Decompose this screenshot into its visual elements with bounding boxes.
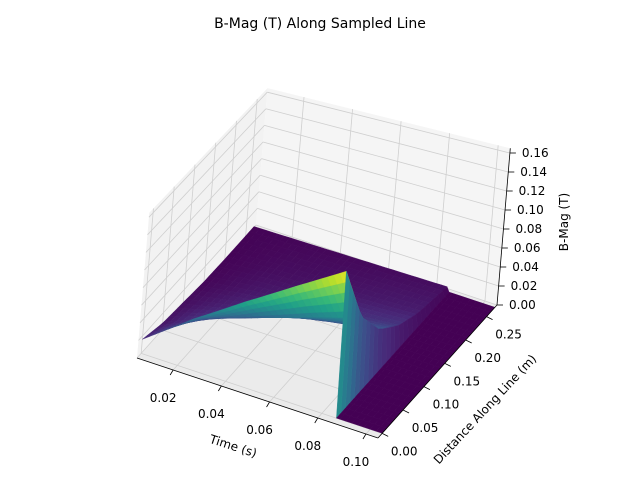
- grid-line-distance: [182, 164, 196, 307]
- grid-line-time: [436, 133, 451, 286]
- distance-tick-label: 0.25: [495, 328, 522, 342]
- bmag-tick-label: 0.08: [515, 222, 542, 236]
- distance-tick: [381, 432, 389, 437]
- grid-line-bmag: [258, 191, 501, 268]
- surface-patch: [390, 326, 396, 359]
- time-tick-label: 0.04: [198, 407, 225, 421]
- grid-line-bmag: [147, 108, 267, 236]
- back-pane: [256, 88, 511, 305]
- time-tick: [169, 369, 174, 376]
- grid-line-bmag: [260, 174, 502, 249]
- time-tick-label: 0.08: [294, 439, 321, 453]
- grid-line-bmag: [257, 208, 499, 287]
- grid-line-time: [291, 97, 305, 238]
- time-tick: [314, 417, 319, 424]
- grid-line-bmag: [148, 91, 268, 218]
- bmag-tick-label: 0.14: [520, 165, 547, 179]
- distance-tick: [423, 386, 431, 391]
- grid-line-time: [484, 145, 499, 302]
- time-tick-label: 0.10: [343, 455, 370, 469]
- grid-line-distance: [161, 186, 175, 331]
- grid-line-bmag: [139, 191, 260, 324]
- time-axis-line: [136, 357, 379, 439]
- grid-line-distance: [203, 142, 217, 284]
- bmag-tick-label: 0.02: [511, 279, 538, 293]
- grid-line-distance: [224, 120, 237, 261]
- grid-line-bmag: [265, 108, 509, 173]
- time-tick-label: 0.02: [150, 391, 177, 405]
- grid-line-distance: [140, 208, 154, 354]
- grid-line-time: [339, 109, 353, 254]
- grid-line-bmag: [142, 158, 262, 288]
- bmag-axis-line: [496, 148, 511, 306]
- time-tick: [266, 401, 270, 408]
- bmag-tick-label: 0.10: [517, 203, 544, 217]
- time-tick: [218, 385, 222, 392]
- distance-tick: [486, 316, 493, 321]
- distance-tick: [402, 409, 410, 414]
- tick-labels: 0.02 0.04 0.06 0.08 0.10 0.00 0.05 0.10 0.15 0.20…: [150, 146, 549, 469]
- z-axis-label: B-Mag (T): [557, 193, 571, 251]
- grid-line-bmag: [267, 91, 510, 154]
- distance-tick-label: 0.20: [474, 351, 501, 365]
- bmag-tick-label: 0.06: [514, 241, 541, 255]
- distance-tick-label: 0.15: [453, 374, 480, 388]
- grid-line-time: [388, 121, 402, 270]
- distance-tick-label: 0.10: [433, 398, 460, 412]
- bmag-tick-label: 0.00: [509, 298, 536, 312]
- time-tick: [362, 433, 367, 440]
- time-tick-label: 0.06: [246, 423, 273, 437]
- grid-line-distance: [245, 98, 258, 237]
- grid-line-bmag: [138, 208, 258, 341]
- grid-line-bmag: [141, 174, 261, 306]
- grid-line-bmag: [144, 141, 264, 271]
- grid-line-bmag: [145, 125, 265, 253]
- chart-title: B-Mag (T) Along Sampled Line: [214, 16, 426, 32]
- distance-tick: [444, 362, 451, 367]
- distance-tick-label: 0.05: [412, 421, 439, 435]
- distance-axis-line: [377, 304, 498, 439]
- surface-patch: [385, 326, 391, 364]
- axis-lines: [136, 148, 516, 440]
- grid-line-bmag: [261, 158, 504, 230]
- grid-line-bmag: [262, 141, 506, 211]
- bmag-tick-label: 0.12: [519, 184, 546, 198]
- bmag-tick-label: 0.16: [522, 146, 549, 160]
- bmag-tick-label: 0.04: [512, 260, 539, 274]
- distance-tick: [465, 339, 472, 344]
- grid-line-bmag: [264, 125, 507, 192]
- distance-tick-label: 0.00: [391, 444, 418, 458]
- surface: [142, 226, 496, 434]
